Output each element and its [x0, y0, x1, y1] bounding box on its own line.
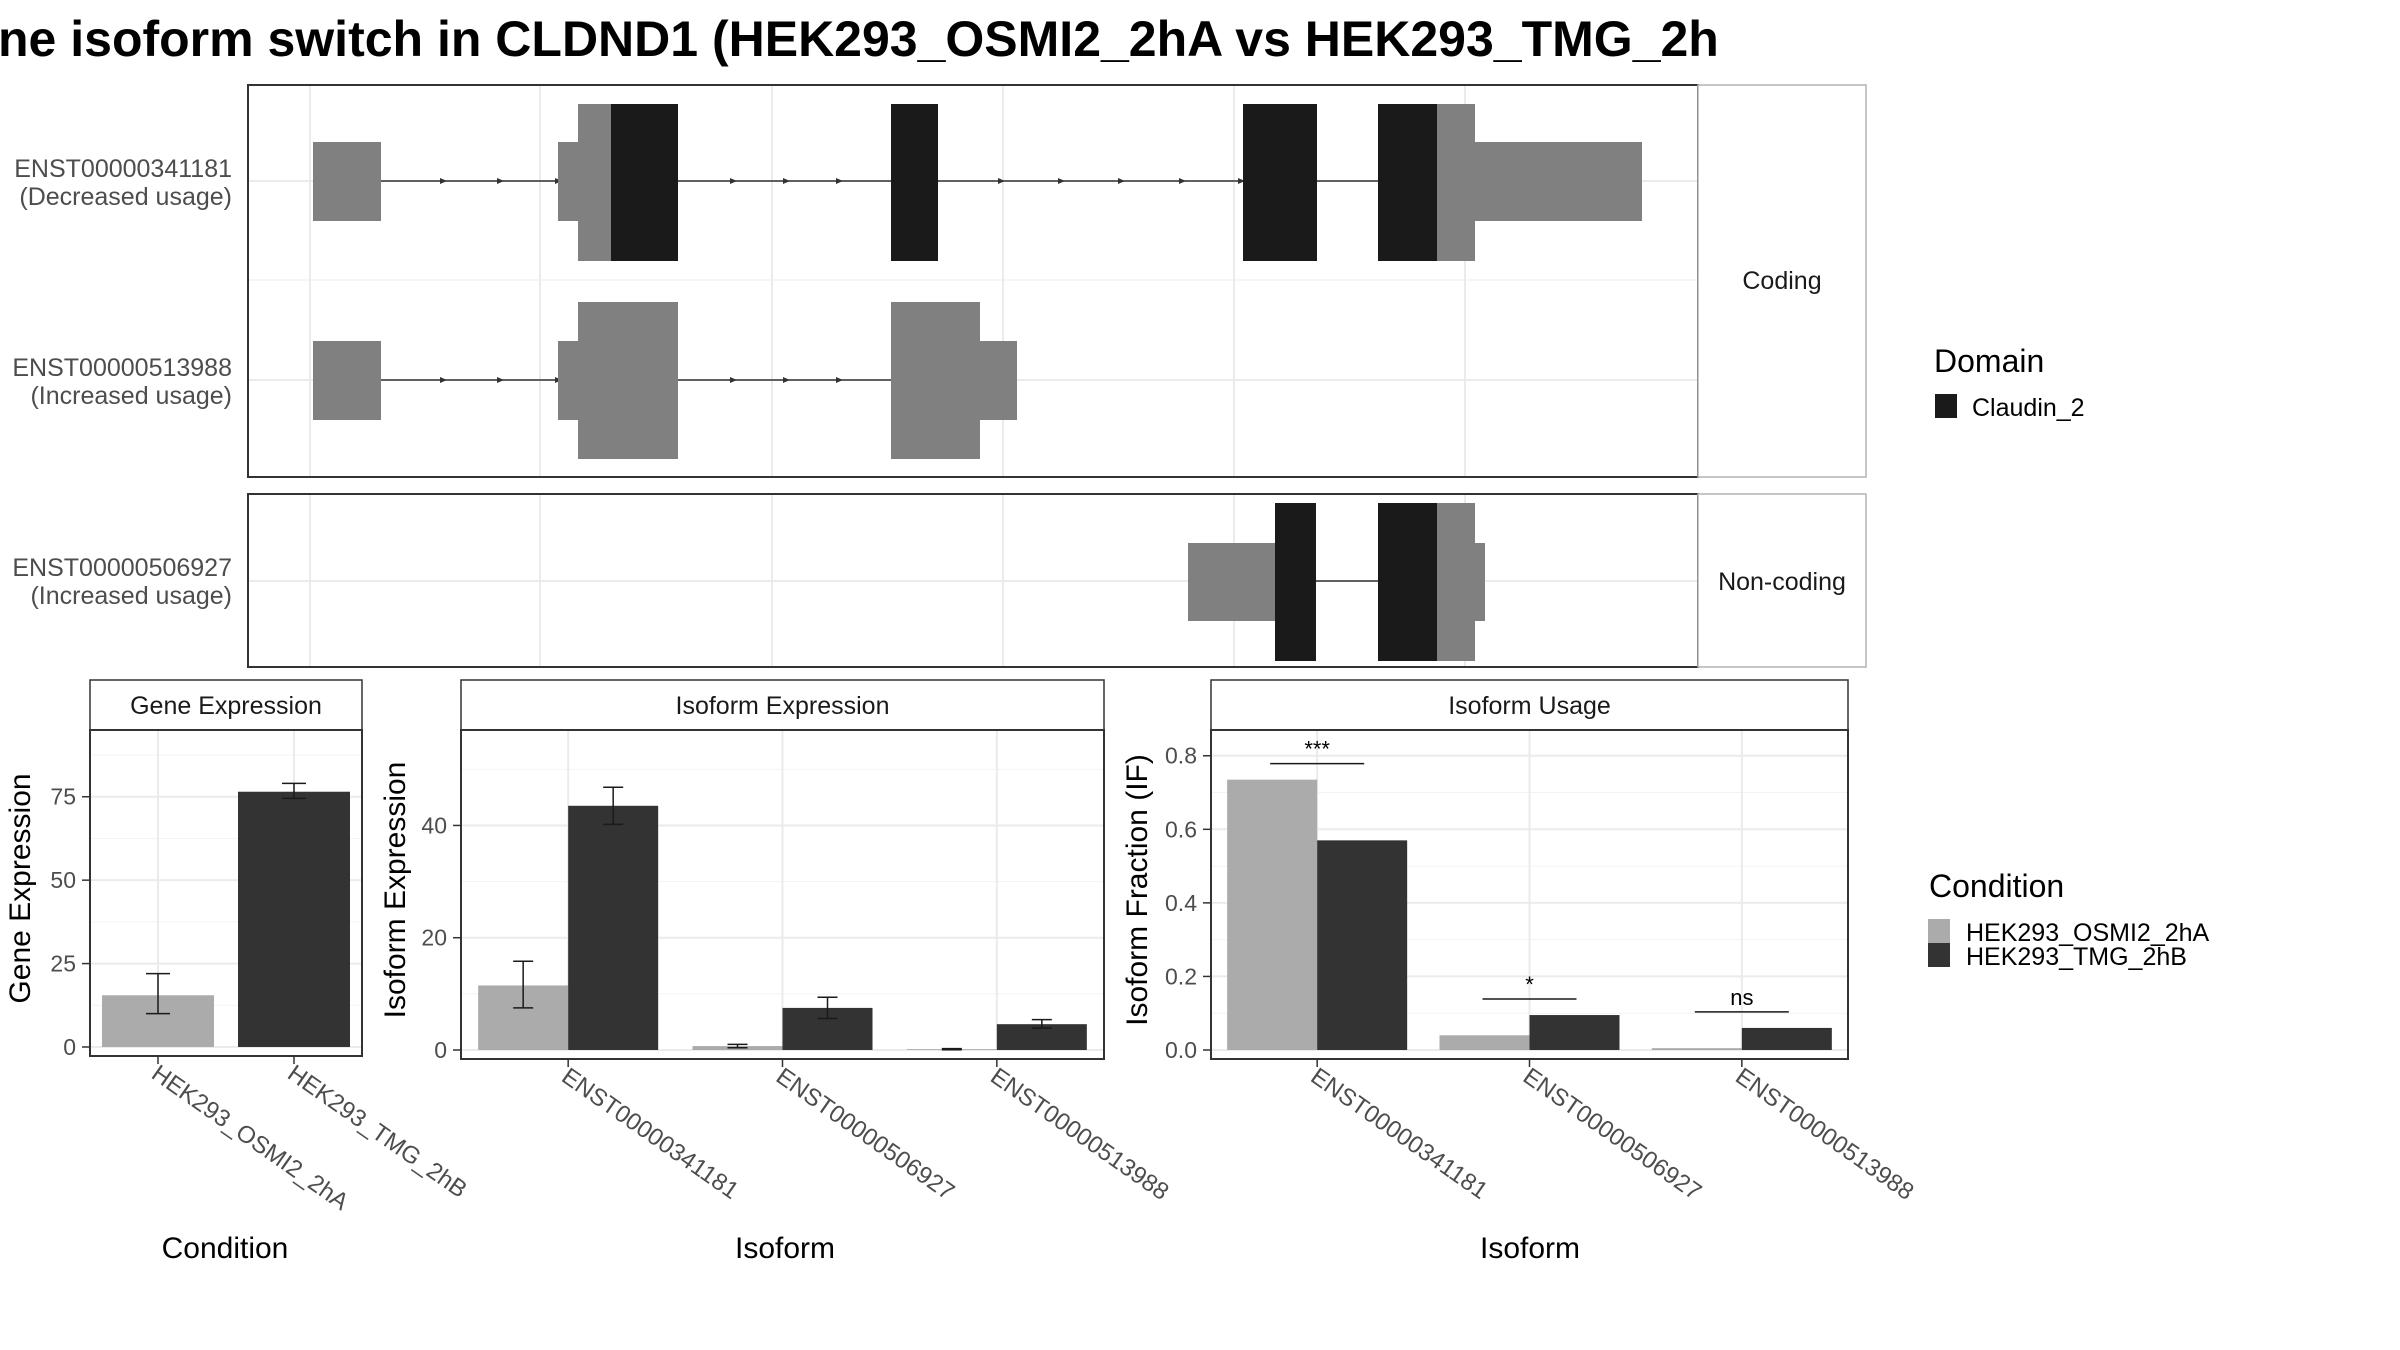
panel-strip-label: Isoform Usage	[1448, 692, 1611, 720]
exon-utr	[1188, 543, 1275, 621]
panel-strip-label: Gene Expression	[130, 692, 322, 720]
bar	[1317, 840, 1408, 1050]
transcript-ENST00000341181-model	[313, 104, 1642, 261]
exon-domain-claudin-2	[1378, 104, 1437, 261]
panel-strip	[460, 679, 1105, 731]
bar	[1741, 1027, 1832, 1050]
y-tick-label: 0.8	[1165, 743, 1197, 769]
y-tick-label: 0	[63, 1034, 76, 1060]
exon-utr	[1475, 543, 1485, 621]
exon-domain-claudin-2	[1243, 104, 1317, 261]
panel-border	[89, 729, 363, 1057]
domain-legend-key	[1935, 394, 1957, 418]
x-tick-label: ENST00000341181	[1306, 1063, 1493, 1205]
exon-cds	[578, 104, 611, 261]
y-tick-label: 20	[421, 925, 447, 951]
transcript-label-usage: (Increased usage)	[30, 382, 232, 410]
exon-cds	[1437, 503, 1475, 661]
x-tick-label: ENST00000506927	[771, 1063, 959, 1206]
y-axis-title: Isoform Fraction (IF)	[1121, 754, 1154, 1026]
condition-legend-key-b	[1928, 943, 1950, 967]
x-tick-label: ENST00000513988	[1730, 1063, 1918, 1206]
exon-utr	[558, 142, 578, 221]
transcript-label-id: ENST00000513988	[12, 354, 232, 382]
exon-cds	[1437, 104, 1475, 261]
bar	[238, 791, 350, 1047]
x-axis-title: Condition	[162, 1232, 289, 1265]
transcript-ENST00000513988-model	[313, 302, 1017, 459]
y-axis-title: Gene Expression	[4, 773, 37, 1003]
exon-utr	[980, 341, 1017, 420]
transcript-label-id: ENST00000506927	[12, 554, 232, 582]
y-axis-title: Isoform Expression	[379, 762, 412, 1019]
significance-label: ***	[1304, 737, 1330, 762]
domain-legend: Domain Claudin_2	[1934, 343, 2085, 422]
significance-label: ns	[1730, 985, 1753, 1010]
exon-utr	[1475, 142, 1642, 221]
isoform-usage-chart: Isoform Usage****ns0.00.20.40.60.8ENST00…	[1121, 679, 1919, 1265]
panel-strip	[89, 679, 363, 731]
exon-utr	[558, 341, 578, 420]
condition-legend-label-b: HEK293_TMG_2hB	[1966, 943, 2187, 971]
figure-title: ne isoform switch in CLDND1 (HEK293_OSMI…	[0, 11, 1719, 67]
bar	[1439, 1035, 1530, 1050]
transcript-label-usage: (Increased usage)	[30, 582, 232, 610]
exon-cds	[891, 302, 980, 459]
y-tick-label: 75	[50, 784, 76, 810]
exon-domain-claudin-2	[891, 104, 938, 261]
bar	[568, 805, 659, 1050]
condition-legend-label-a: HEK293_OSMI2_2hA	[1966, 919, 2210, 947]
transcript-ENST00000506927-model	[1188, 503, 1485, 661]
exon-utr	[313, 341, 381, 420]
exon-cds	[578, 302, 678, 459]
exon-domain-claudin-2	[611, 104, 678, 261]
exon-utr	[313, 142, 381, 221]
x-axis-title: Isoform	[735, 1232, 835, 1265]
y-tick-label: 25	[50, 951, 76, 977]
coding-strip	[1697, 84, 1867, 478]
y-tick-label: 0	[434, 1037, 447, 1063]
condition-legend: Condition HEK293_OSMI2_2hA HEK293_TMG_2h…	[1928, 868, 2210, 971]
exon-domain-claudin-2	[1275, 503, 1316, 661]
panel-strip-label: Isoform Expression	[676, 692, 890, 720]
significance-label: *	[1525, 972, 1534, 997]
intron-direction-arrows	[440, 178, 1245, 184]
x-tick-label: ENST00000506927	[1518, 1063, 1706, 1206]
domain-legend-title: Domain	[1934, 343, 2044, 379]
bar	[1651, 1048, 1742, 1050]
condition-legend-title: Condition	[1929, 868, 2064, 904]
coding-strip-label: Coding	[1742, 267, 1821, 295]
transcript-label-id: ENST00000341181	[14, 155, 232, 183]
y-tick-label: 0.6	[1165, 816, 1197, 842]
y-tick-label: 50	[50, 867, 76, 893]
noncoding-strip	[1697, 493, 1867, 668]
bar	[1529, 1015, 1620, 1050]
y-tick-label: 0.4	[1165, 890, 1197, 916]
bar	[1227, 779, 1318, 1050]
x-axis-title: Isoform	[1480, 1232, 1580, 1265]
x-tick-label: ENST00000513988	[985, 1063, 1173, 1206]
noncoding-strip-label: Non-coding	[1718, 568, 1846, 596]
y-tick-label: 0.0	[1165, 1037, 1197, 1063]
domain-legend-label: Claudin_2	[1972, 394, 2085, 422]
transcript-label-usage: (Decreased usage)	[19, 183, 232, 211]
panel-strip	[1210, 679, 1849, 731]
transcript-structure-panel: Coding Non-coding ENST00000341181 (Decre…	[12, 84, 1867, 668]
y-tick-label: 0.2	[1165, 963, 1197, 989]
x-tick-label: ENST00000341181	[557, 1063, 744, 1205]
exon-domain-claudin-2	[1378, 503, 1437, 661]
condition-legend-key-a	[1928, 919, 1950, 943]
y-tick-label: 40	[421, 812, 447, 838]
